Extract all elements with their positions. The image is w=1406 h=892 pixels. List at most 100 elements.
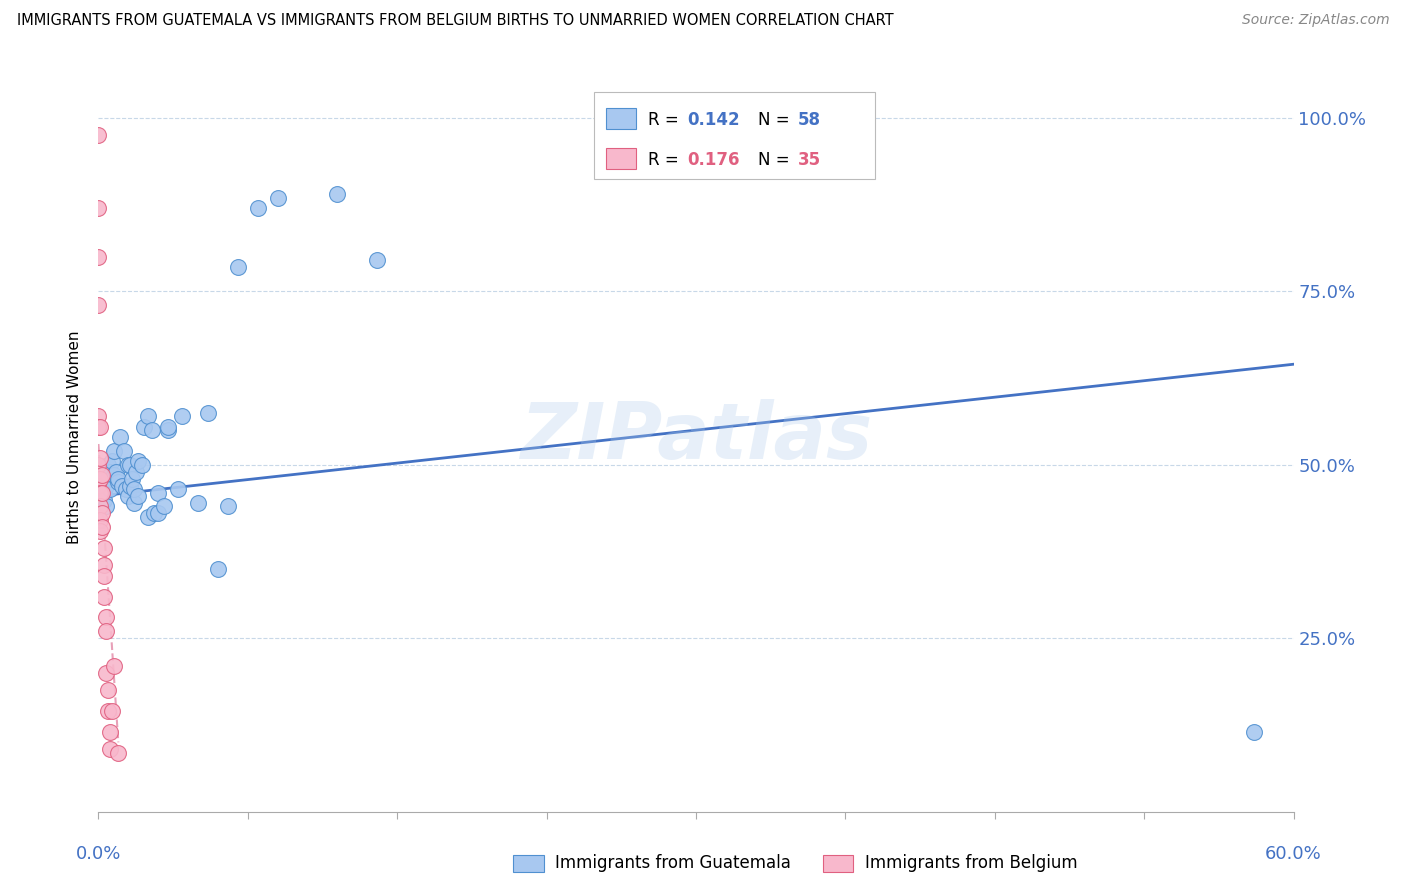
Point xyxy=(103,468,125,483)
Point xyxy=(89,524,111,538)
Point xyxy=(89,489,111,503)
Point xyxy=(217,500,239,514)
Point xyxy=(89,513,111,527)
Point xyxy=(157,423,180,437)
Point xyxy=(89,500,111,514)
Point xyxy=(117,458,139,472)
Text: 0.0%: 0.0% xyxy=(76,846,121,863)
Point xyxy=(87,250,110,264)
Text: R =: R = xyxy=(648,111,685,129)
Point xyxy=(89,450,111,465)
Text: Immigrants from Guatemala: Immigrants from Guatemala xyxy=(555,855,792,872)
Text: 0.176: 0.176 xyxy=(688,151,740,169)
Text: Source: ZipAtlas.com: Source: ZipAtlas.com xyxy=(1241,13,1389,28)
Point xyxy=(111,478,134,492)
Point xyxy=(148,507,170,521)
Text: IMMIGRANTS FROM GUATEMALA VS IMMIGRANTS FROM BELGIUM BIRTHS TO UNMARRIED WOMEN C: IMMIGRANTS FROM GUATEMALA VS IMMIGRANTS … xyxy=(17,13,893,29)
Point xyxy=(89,500,111,514)
Point xyxy=(97,704,120,718)
Point xyxy=(93,472,115,486)
Point xyxy=(187,496,209,510)
Point xyxy=(91,507,114,521)
FancyBboxPatch shape xyxy=(606,148,637,169)
Point xyxy=(87,478,110,492)
Point xyxy=(112,444,135,458)
Point xyxy=(93,541,115,555)
Point xyxy=(326,187,349,202)
Text: N =: N = xyxy=(758,111,794,129)
Point xyxy=(143,507,166,521)
Point xyxy=(134,419,156,434)
Point xyxy=(97,458,120,472)
Point xyxy=(131,458,153,472)
Point xyxy=(117,489,139,503)
Point xyxy=(89,485,111,500)
Point xyxy=(172,409,194,424)
Point xyxy=(87,298,110,312)
Point xyxy=(93,590,115,604)
Point xyxy=(97,472,120,486)
Point xyxy=(157,419,180,434)
Point xyxy=(93,558,115,573)
Text: 35: 35 xyxy=(797,151,821,169)
Point xyxy=(103,444,125,458)
Point xyxy=(87,128,110,143)
Point xyxy=(107,475,129,490)
Point xyxy=(89,478,111,492)
Point xyxy=(98,725,122,739)
Point xyxy=(91,485,114,500)
Point xyxy=(124,482,146,496)
Point xyxy=(121,472,143,486)
Point xyxy=(93,492,115,507)
Point xyxy=(98,465,122,479)
Point xyxy=(87,509,110,524)
Point xyxy=(91,496,114,510)
Point xyxy=(89,419,111,434)
Point xyxy=(101,704,124,718)
Point xyxy=(127,489,149,503)
Text: Immigrants from Belgium: Immigrants from Belgium xyxy=(865,855,1077,872)
Point xyxy=(105,465,128,479)
Point xyxy=(366,253,388,268)
Point xyxy=(136,409,159,424)
Point xyxy=(98,742,122,756)
FancyBboxPatch shape xyxy=(595,93,875,178)
Point xyxy=(153,500,176,514)
Point xyxy=(226,260,249,274)
Point xyxy=(87,458,110,472)
Point xyxy=(124,496,146,510)
Point xyxy=(120,478,142,492)
Point xyxy=(96,665,118,680)
Point xyxy=(87,472,110,486)
Point xyxy=(87,409,110,424)
Point xyxy=(141,423,163,437)
Text: 0.142: 0.142 xyxy=(688,111,740,129)
Point xyxy=(136,509,159,524)
Text: R =: R = xyxy=(648,151,685,169)
Y-axis label: Births to Unmarried Women: Births to Unmarried Women xyxy=(67,330,83,544)
Point xyxy=(148,485,170,500)
Point xyxy=(125,465,148,479)
Point xyxy=(98,482,122,496)
Point xyxy=(107,746,129,760)
Point xyxy=(103,659,125,673)
Point xyxy=(110,430,132,444)
Point xyxy=(93,569,115,583)
Point xyxy=(96,500,118,514)
Point xyxy=(96,624,118,639)
Text: 60.0%: 60.0% xyxy=(1265,846,1322,863)
Text: ZIPatlas: ZIPatlas xyxy=(520,399,872,475)
Point xyxy=(96,478,118,492)
Text: 58: 58 xyxy=(797,111,821,129)
Point xyxy=(120,458,142,472)
Point xyxy=(91,468,114,483)
FancyBboxPatch shape xyxy=(606,108,637,129)
Point xyxy=(207,562,229,576)
Point xyxy=(91,520,114,534)
Point xyxy=(246,201,269,215)
Point xyxy=(87,201,110,215)
Point xyxy=(87,419,110,434)
Point xyxy=(167,482,190,496)
Point xyxy=(96,610,118,624)
Point xyxy=(91,485,114,500)
